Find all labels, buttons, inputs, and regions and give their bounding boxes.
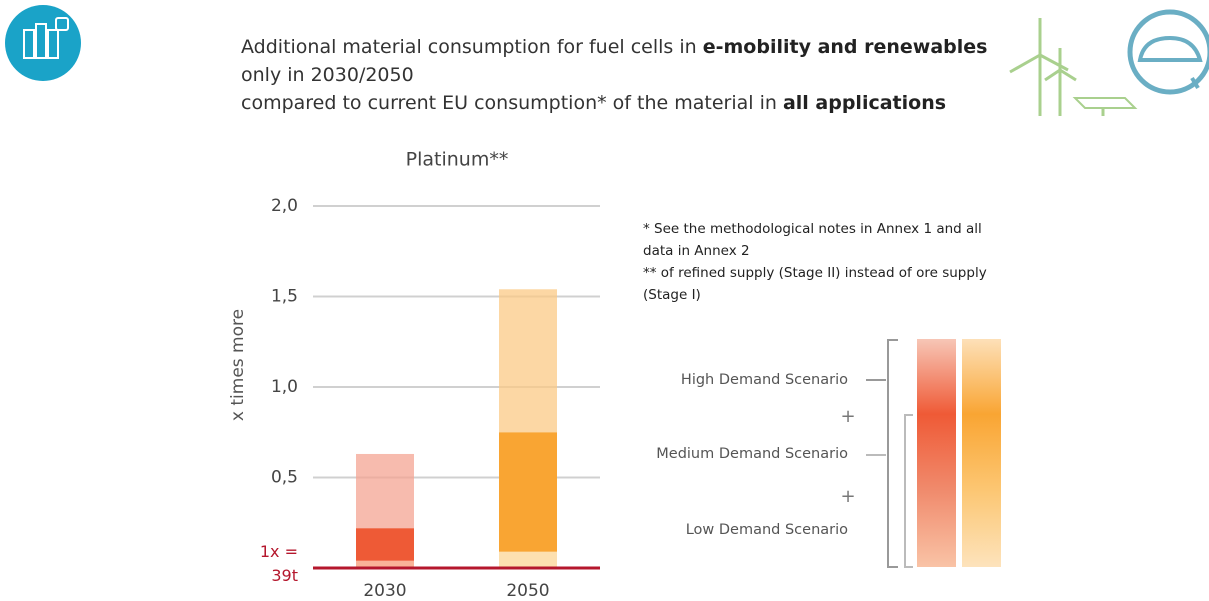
svg-text:+: + xyxy=(840,406,855,427)
x-tick-label: 2050 xyxy=(506,581,549,601)
legend-label: Low Demand Scenario xyxy=(686,522,848,538)
renewables-icon xyxy=(1010,18,1135,116)
baseline-label: 1x = 39t xyxy=(250,540,298,588)
header-text: only in 2030/2050 xyxy=(241,64,414,86)
page: {"header": {"lines": [ ["Additional mate… xyxy=(0,0,1209,601)
bar-segment xyxy=(499,552,557,568)
header-bold: e-mobility and renewables xyxy=(703,36,988,58)
x-tick-label: 2030 xyxy=(363,581,406,601)
bar-segment xyxy=(356,528,414,561)
header-text: Additional material consumption for fuel… xyxy=(241,36,703,58)
legend-illustration: + + xyxy=(840,339,1001,567)
e-mobility-icon xyxy=(1130,12,1209,92)
header-bold: all applications xyxy=(783,92,946,114)
notes: * See the methodological notes in Annex … xyxy=(643,218,988,306)
y-tick-label: 1,5 xyxy=(271,287,298,307)
svg-text:+: + xyxy=(840,486,855,507)
note: * See the methodological notes in Annex … xyxy=(643,218,988,262)
y-tick-label: 1,0 xyxy=(271,377,298,397)
note: ** of refined supply (Stage II) instead … xyxy=(643,262,988,306)
legend-label: High Demand Scenario xyxy=(681,372,848,388)
hydrogen-icon xyxy=(5,5,81,81)
bar-segment xyxy=(356,454,414,528)
bar-segment xyxy=(499,432,557,551)
header: Additional material consumption for fuel… xyxy=(241,33,987,117)
y-axis-label: x times more xyxy=(228,309,248,421)
y-tick-label: 0,5 xyxy=(271,468,298,488)
legend-label: Medium Demand Scenario xyxy=(656,446,848,462)
chart-title: Platinum** xyxy=(406,149,509,171)
bar-segment xyxy=(499,289,557,432)
header-text: compared to current EU consumption* of t… xyxy=(241,92,783,114)
y-tick-label: 2,0 xyxy=(271,196,298,216)
